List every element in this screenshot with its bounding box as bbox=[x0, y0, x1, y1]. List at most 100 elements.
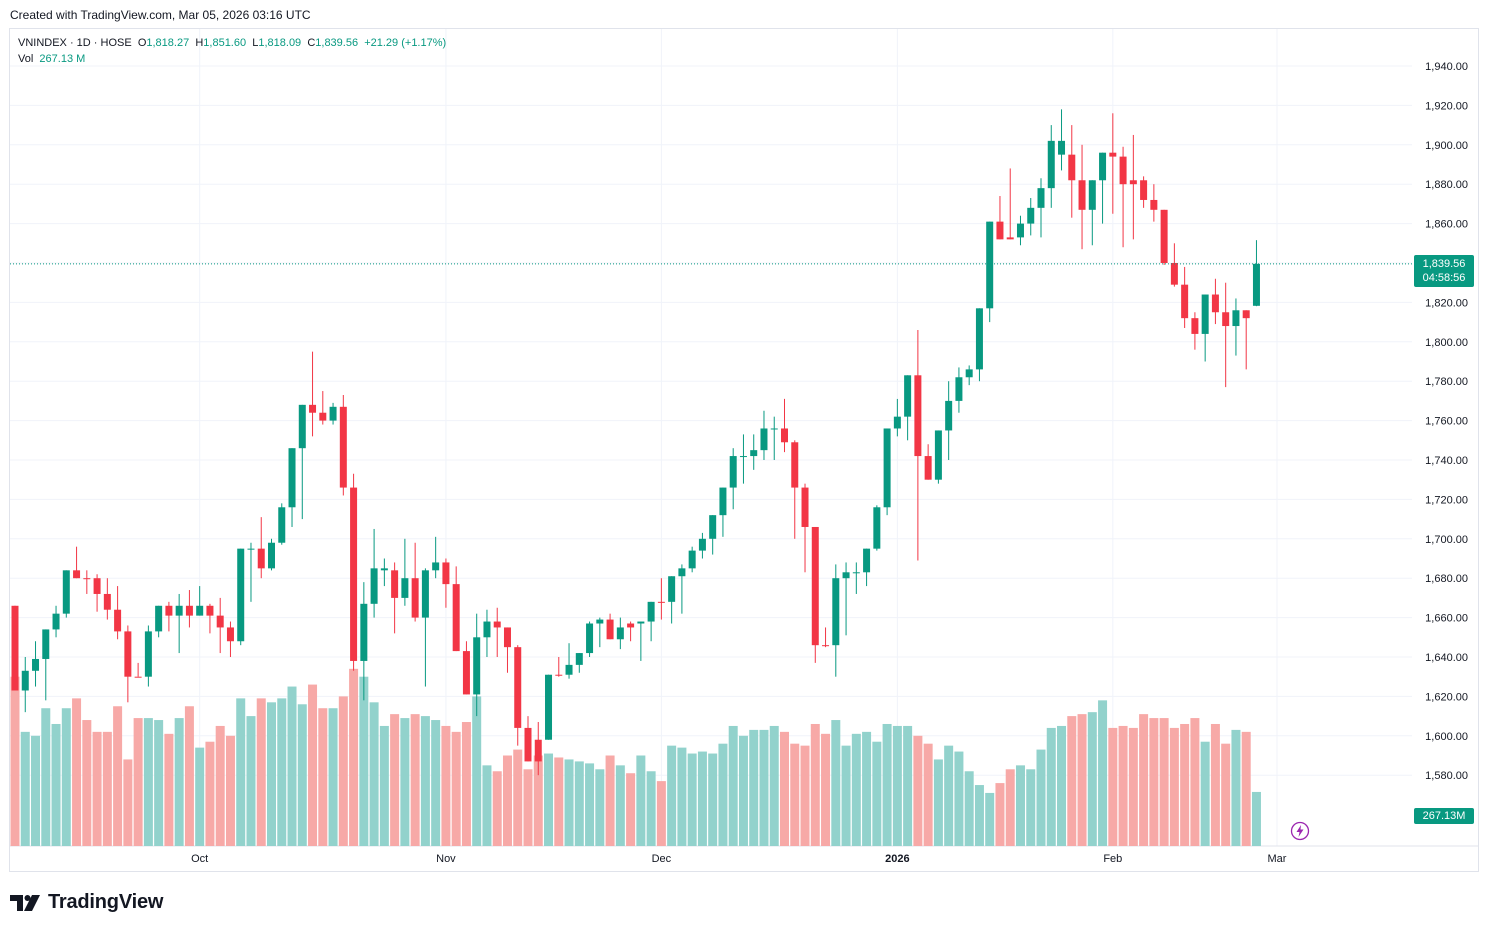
volume-bar bbox=[400, 718, 410, 846]
y-tick-label: 1,580.00 bbox=[1425, 770, 1468, 782]
volume-bar bbox=[554, 757, 564, 846]
candle-body bbox=[1201, 294, 1209, 334]
candle-body bbox=[965, 369, 973, 378]
volume-bar bbox=[523, 769, 533, 846]
candle-body bbox=[185, 605, 193, 616]
candle-body bbox=[852, 572, 860, 574]
candle-body bbox=[719, 487, 727, 516]
volume-bar bbox=[1180, 723, 1190, 846]
candle-body bbox=[360, 603, 368, 661]
chart-legend: VNINDEX · 1D · HOSE O1,818.27 H1,851.60 … bbox=[18, 35, 446, 67]
volume-bar bbox=[1036, 749, 1046, 846]
candle-body bbox=[42, 629, 50, 659]
volume-bar bbox=[123, 759, 133, 846]
candle-body bbox=[401, 578, 409, 598]
volume-bar bbox=[841, 745, 851, 846]
volume-bar bbox=[61, 708, 71, 846]
candle-body bbox=[62, 570, 70, 614]
volume-bar bbox=[903, 725, 913, 846]
candle-body bbox=[1047, 140, 1055, 189]
candle-body bbox=[483, 621, 491, 638]
volume-bar bbox=[502, 755, 512, 846]
candle-body bbox=[1150, 199, 1158, 210]
legend-low: 1,818.09 bbox=[258, 37, 302, 49]
legend-symbol[interactable]: VNINDEX · 1D · HOSE bbox=[18, 37, 132, 49]
volume-bar bbox=[1026, 769, 1036, 846]
candle-body bbox=[1037, 188, 1045, 208]
volume-bar bbox=[143, 718, 153, 846]
candle-body bbox=[709, 515, 717, 539]
volume-bar bbox=[1108, 727, 1118, 846]
y-tick-label: 1,860.00 bbox=[1425, 219, 1468, 231]
candle-body bbox=[52, 613, 60, 630]
volume-bar bbox=[862, 731, 872, 846]
lightning-icon[interactable] bbox=[1290, 821, 1310, 841]
candle-body bbox=[216, 615, 224, 628]
candle-body bbox=[678, 568, 686, 577]
volume-bar bbox=[102, 731, 112, 846]
candle-body bbox=[93, 578, 101, 594]
volume-bar bbox=[215, 725, 225, 846]
volume-bar bbox=[974, 785, 984, 846]
volume-bar bbox=[626, 773, 636, 846]
candle-body bbox=[124, 631, 132, 677]
candle-body bbox=[791, 442, 799, 488]
candle-body bbox=[1211, 294, 1219, 313]
candle-body bbox=[370, 568, 378, 604]
volume-bar bbox=[1221, 743, 1231, 846]
candle-body bbox=[842, 572, 850, 579]
x-tick-label: Nov bbox=[436, 853, 456, 865]
candle-body bbox=[196, 605, 204, 616]
volume-bar bbox=[1015, 765, 1025, 846]
candle-body bbox=[380, 568, 388, 571]
legend-vol-label[interactable]: Vol bbox=[18, 53, 34, 65]
candle-body bbox=[339, 406, 347, 488]
volume-bar bbox=[1241, 731, 1251, 846]
volume-bar bbox=[667, 745, 677, 846]
candle-body bbox=[750, 450, 758, 457]
candle-body bbox=[1088, 180, 1096, 210]
last-price-badge: 1,839.56 04:58:56 bbox=[1414, 255, 1474, 287]
candle-body bbox=[822, 645, 830, 647]
y-tick-label: 1,800.00 bbox=[1425, 337, 1468, 349]
volume-bar bbox=[1077, 714, 1087, 846]
tradingview-logo-icon bbox=[10, 894, 40, 911]
tradingview-brand[interactable]: TradingView bbox=[10, 891, 163, 914]
volume-bar bbox=[656, 781, 666, 846]
candle-body bbox=[1016, 223, 1024, 238]
volume-bar bbox=[369, 702, 379, 846]
candle-body bbox=[657, 601, 665, 603]
x-tick-label: Feb bbox=[1103, 853, 1122, 865]
volume-bar bbox=[769, 725, 779, 846]
legend-open: 1,818.27 bbox=[146, 37, 190, 49]
candle-body bbox=[1006, 237, 1014, 240]
volume-bar bbox=[379, 725, 389, 846]
y-tick-label: 1,700.00 bbox=[1425, 534, 1468, 546]
brand-name: TradingView bbox=[48, 891, 164, 913]
candle-body bbox=[1119, 156, 1127, 185]
candle-body bbox=[627, 623, 635, 628]
candle-body bbox=[565, 664, 573, 675]
candle-body bbox=[904, 375, 912, 417]
volume-bar bbox=[738, 735, 748, 846]
volume-bar bbox=[492, 771, 502, 846]
volume-bar bbox=[225, 735, 235, 846]
candle-body bbox=[596, 619, 604, 624]
volume-bar bbox=[533, 755, 543, 846]
volume-bar bbox=[205, 741, 215, 846]
candle-body bbox=[11, 605, 19, 691]
volume-bar bbox=[1139, 714, 1149, 846]
volume-bar bbox=[420, 716, 430, 846]
y-tick-label: 1,660.00 bbox=[1425, 613, 1468, 625]
candle-body bbox=[165, 605, 173, 616]
price-candles bbox=[11, 109, 1260, 776]
candle-body bbox=[729, 456, 737, 488]
volume-bar bbox=[985, 792, 995, 846]
candle-body bbox=[432, 562, 440, 571]
price-axis: 1,580.00 1,600.00 1,620.00 1,640.00 1,660.00… bbox=[1425, 61, 1468, 782]
candle-body bbox=[945, 400, 953, 431]
x-tick-label: Mar bbox=[1268, 853, 1287, 865]
volume-bar bbox=[410, 714, 420, 846]
volume-bar bbox=[41, 708, 51, 846]
